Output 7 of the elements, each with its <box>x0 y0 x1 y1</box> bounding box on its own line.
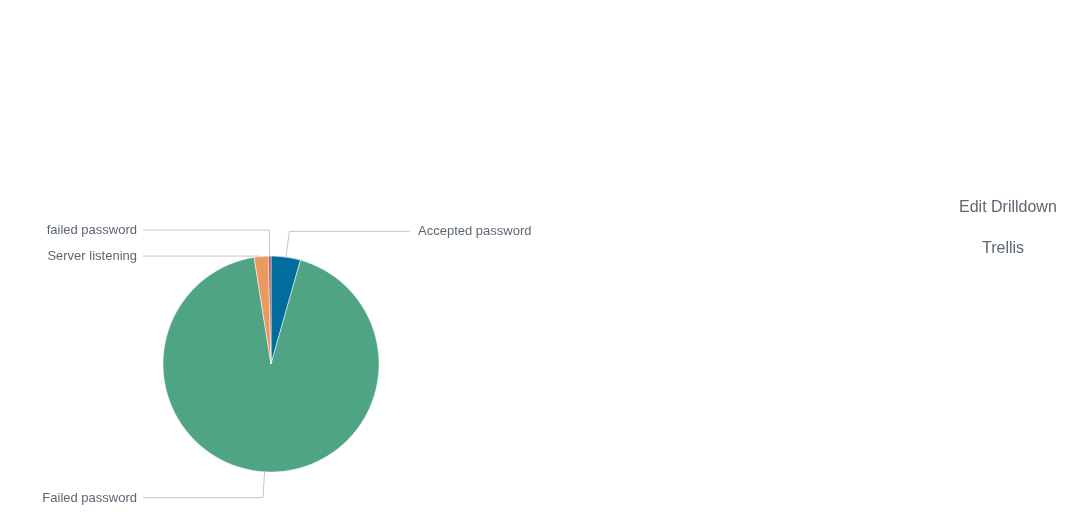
slice-label: Server listening <box>47 248 137 264</box>
text: Trellis <box>982 239 1025 256</box>
slice-label: failed password <box>46 222 137 238</box>
slice-label: Accepted password <box>418 223 532 239</box>
text: Edit Drilldown <box>959 198 1057 215</box>
pie-slice <box>162 257 380 473</box>
slice-label: Failed password <box>42 489 137 505</box>
